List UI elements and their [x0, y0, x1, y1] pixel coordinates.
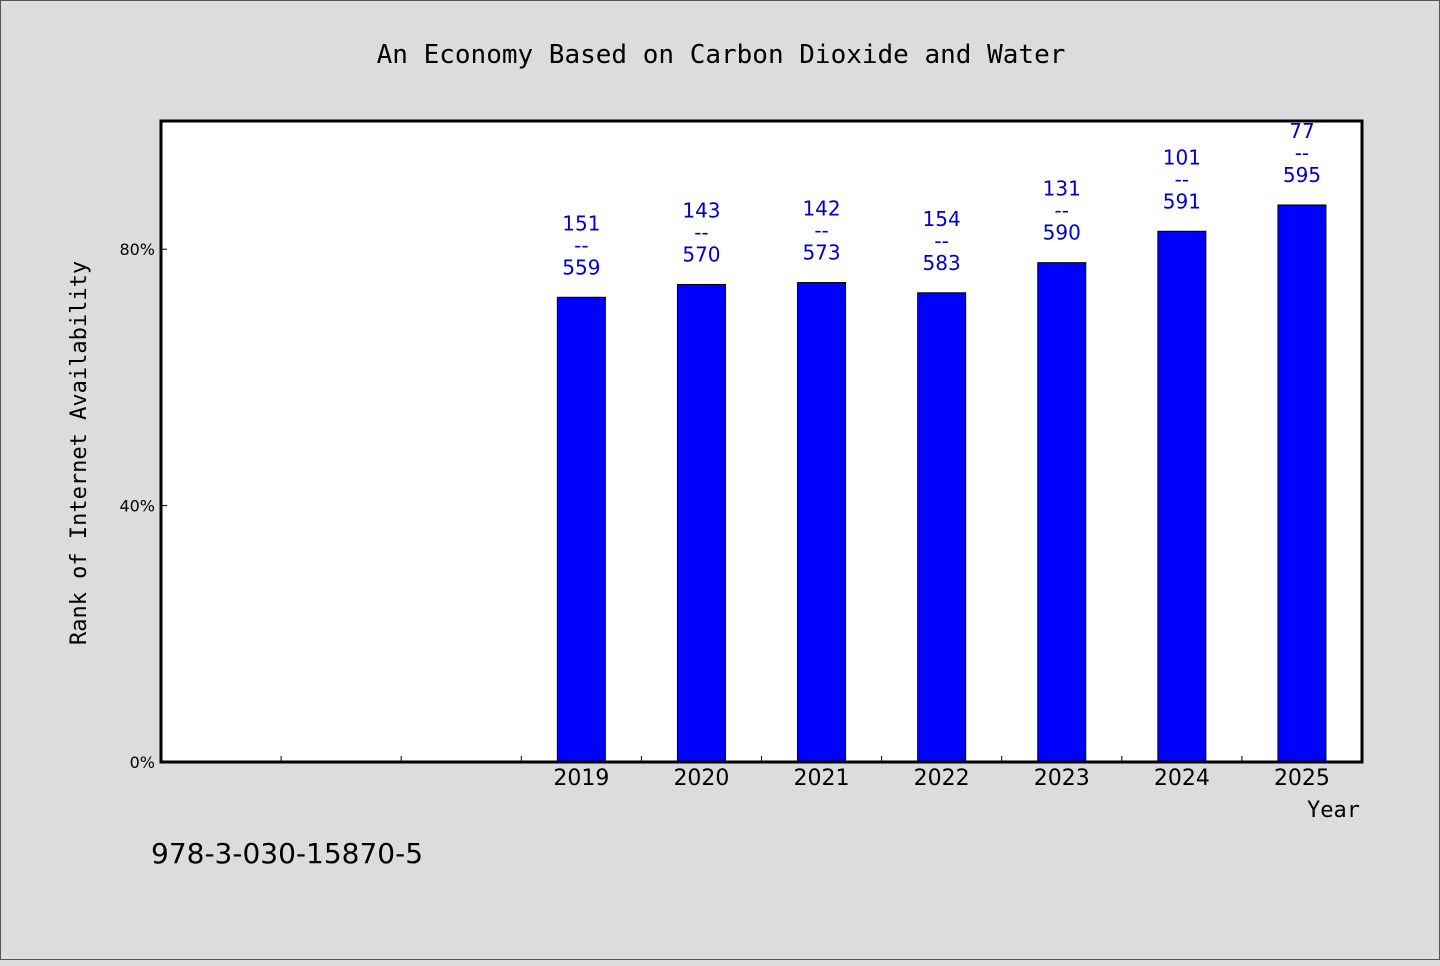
bar-data-label: -- — [694, 220, 708, 244]
bar-2023 — [1037, 262, 1087, 763]
bar-data-label: 573 — [802, 241, 840, 265]
bar-data-label: 591 — [1163, 189, 1201, 213]
bar-2022 — [917, 292, 967, 763]
x-tick-label: 2019 — [553, 766, 609, 791]
x-ticks-group: 2019 2020 2021 2022 2023 2024 2025 — [280, 756, 1330, 791]
chart-title: An Economy Based on Carbon Dioxide and W… — [377, 40, 1066, 70]
bar-data-label: -- — [814, 219, 828, 243]
bar-data-label: 154 — [923, 207, 961, 231]
x-tick-label: 2022 — [914, 766, 970, 791]
y-tick-label: 0% — [130, 753, 155, 772]
x-tick-label: 2025 — [1274, 766, 1330, 791]
y-axis-label: Rank of Internet Availability — [67, 261, 92, 645]
y-tick-label: 40% — [119, 497, 155, 516]
bar-2025 — [1277, 204, 1327, 763]
bar-data-label: 590 — [1043, 221, 1081, 245]
bar-data-label: 77 — [1289, 119, 1314, 143]
bar-2024 — [1157, 230, 1207, 763]
isbn-footer: 978-3-030-15870-5 — [151, 837, 423, 870]
bar-data-label: 101 — [1163, 145, 1201, 169]
x-tick-label: 2020 — [673, 766, 729, 791]
bar-data-label: 142 — [802, 197, 840, 221]
bar-labels-group: 151--559143--570142--573154--583131--590… — [562, 119, 1321, 279]
y-tick-label: 80% — [119, 240, 155, 259]
bar-data-label: 559 — [562, 255, 600, 279]
bar-2020 — [676, 283, 726, 763]
bar-2019 — [556, 296, 606, 763]
bar-data-label: -- — [1295, 141, 1309, 165]
bar-data-label: 143 — [682, 198, 720, 222]
bar-data-label: -- — [574, 233, 588, 257]
bar-data-label: 583 — [923, 251, 961, 275]
bar-data-label: 595 — [1283, 163, 1321, 187]
bar-2021 — [797, 282, 847, 763]
plot-border — [159, 119, 1364, 764]
bar-data-label: -- — [1175, 167, 1189, 191]
x-axis-label: Year — [1307, 798, 1360, 823]
y-ticks-group: 0% 40% 80% — [119, 240, 167, 772]
x-tick-label: 2021 — [794, 766, 850, 791]
x-tick-label: 2024 — [1154, 766, 1210, 791]
bars-group — [556, 204, 1327, 763]
bar-data-label: 131 — [1043, 177, 1081, 201]
bar-data-label: 570 — [682, 242, 720, 266]
bar-data-label: -- — [1055, 199, 1069, 223]
bar-data-label: -- — [934, 229, 948, 253]
bar-data-label: 151 — [562, 211, 600, 235]
x-tick-label: 2023 — [1034, 766, 1090, 791]
